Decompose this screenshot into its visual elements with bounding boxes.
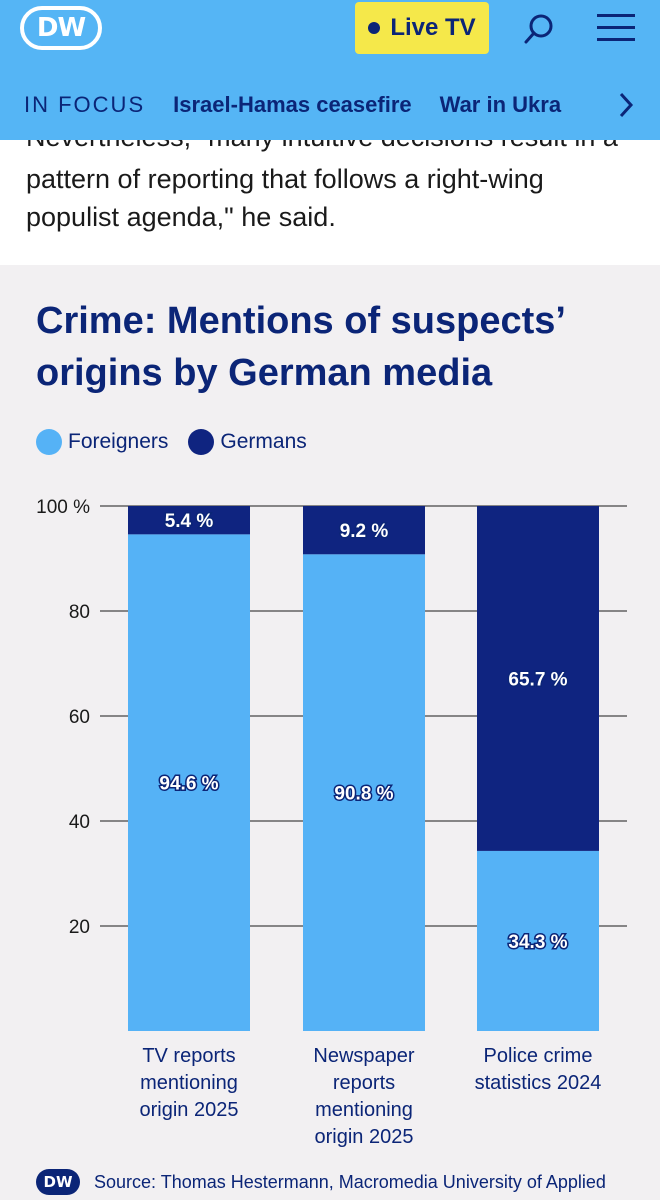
focus-link-ukraine[interactable]: War in Ukra xyxy=(439,92,562,117)
article-body: Nevertheless, "many intuitive decisions … xyxy=(0,140,660,265)
y-tick-label: 20 xyxy=(69,917,90,938)
search-icon[interactable] xyxy=(522,12,556,46)
bar-foreigners xyxy=(477,850,599,1031)
bar-germans xyxy=(128,506,250,535)
chart-panel: Crime: Mentions of suspects’ origins by … xyxy=(0,265,660,1200)
data-label: 5.4 % xyxy=(165,511,214,532)
live-tv-label: Live TV xyxy=(390,14,476,41)
x-category-label: origin 2025 xyxy=(315,1126,414,1148)
y-tick-label: 80 xyxy=(69,602,90,623)
bar-germans xyxy=(477,506,599,851)
source-text: Source: Thomas Hestermann, Macromedia Un… xyxy=(94,1171,606,1192)
y-tick-label: 100 % xyxy=(36,497,90,518)
data-label: 65.7 % xyxy=(508,669,567,690)
menu-icon[interactable] xyxy=(597,12,635,44)
legend-swatch-foreigners xyxy=(36,429,62,455)
bar-foreigners xyxy=(303,554,425,1031)
data-label: 94.6 % xyxy=(159,774,218,795)
in-focus-bar: IN FOCUS Israel-Hamas ceasefire War in U… xyxy=(0,82,660,128)
in-focus-label: IN FOCUS xyxy=(24,92,146,117)
legend-item-foreigners: Foreigners xyxy=(36,429,168,455)
x-category-label: Newspaper xyxy=(313,1045,415,1067)
y-tick-label: 60 xyxy=(69,707,90,728)
live-dot-icon xyxy=(368,22,381,34)
y-tick-label: 40 xyxy=(69,812,90,833)
x-category-label: origin 2025 xyxy=(140,1099,239,1121)
bar-germans xyxy=(303,506,425,555)
legend-swatch-germans xyxy=(188,429,215,455)
chevron-right-icon xyxy=(619,92,634,118)
legend-label-foreigners: Foreigners xyxy=(68,430,169,453)
data-label: 90.8 % xyxy=(334,784,393,805)
x-category-label: mentioning xyxy=(140,1072,238,1094)
legend-item-germans: Germans xyxy=(188,429,307,455)
legend-label-germans: Germans xyxy=(220,430,307,453)
chart-source: DW Source: Thomas Hestermann, Macromedia… xyxy=(36,1169,606,1195)
x-category-label: statistics 2024 xyxy=(475,1072,602,1094)
article-partial-line: Nevertheless, "many intuitive decisions … xyxy=(26,140,618,153)
focus-link-israel-hamas[interactable]: Israel-Hamas ceasefire xyxy=(173,92,412,117)
data-label: 34.3 % xyxy=(508,932,567,953)
dw-small-logo: DW xyxy=(36,1169,80,1195)
chart-title: Crime: Mentions of suspects’ origins by … xyxy=(36,300,564,394)
scroll-right-button[interactable] xyxy=(592,82,660,128)
live-tv-button[interactable]: Live TV xyxy=(355,2,489,54)
x-category-label: Police crime xyxy=(484,1045,593,1067)
chart-legend: Foreigners Germans xyxy=(36,429,327,455)
bar-foreigners xyxy=(128,534,250,1031)
x-category-label: reports xyxy=(333,1072,395,1094)
top-navigation-bar: DW Live TV IN FOCUS Israel-Hamas ceasefi… xyxy=(0,0,660,140)
data-label: 9.2 % xyxy=(340,521,389,542)
article-paragraph: pattern of reporting that follows a righ… xyxy=(26,164,544,232)
x-category-label: mentioning xyxy=(315,1099,413,1121)
dw-logo[interactable]: DW xyxy=(20,6,102,50)
x-category-label: TV reports xyxy=(142,1045,235,1067)
stacked-bar-chart: 20 40 60 80 100 % 94.6 % 5.4 % TV reports mentio… xyxy=(36,497,627,1148)
